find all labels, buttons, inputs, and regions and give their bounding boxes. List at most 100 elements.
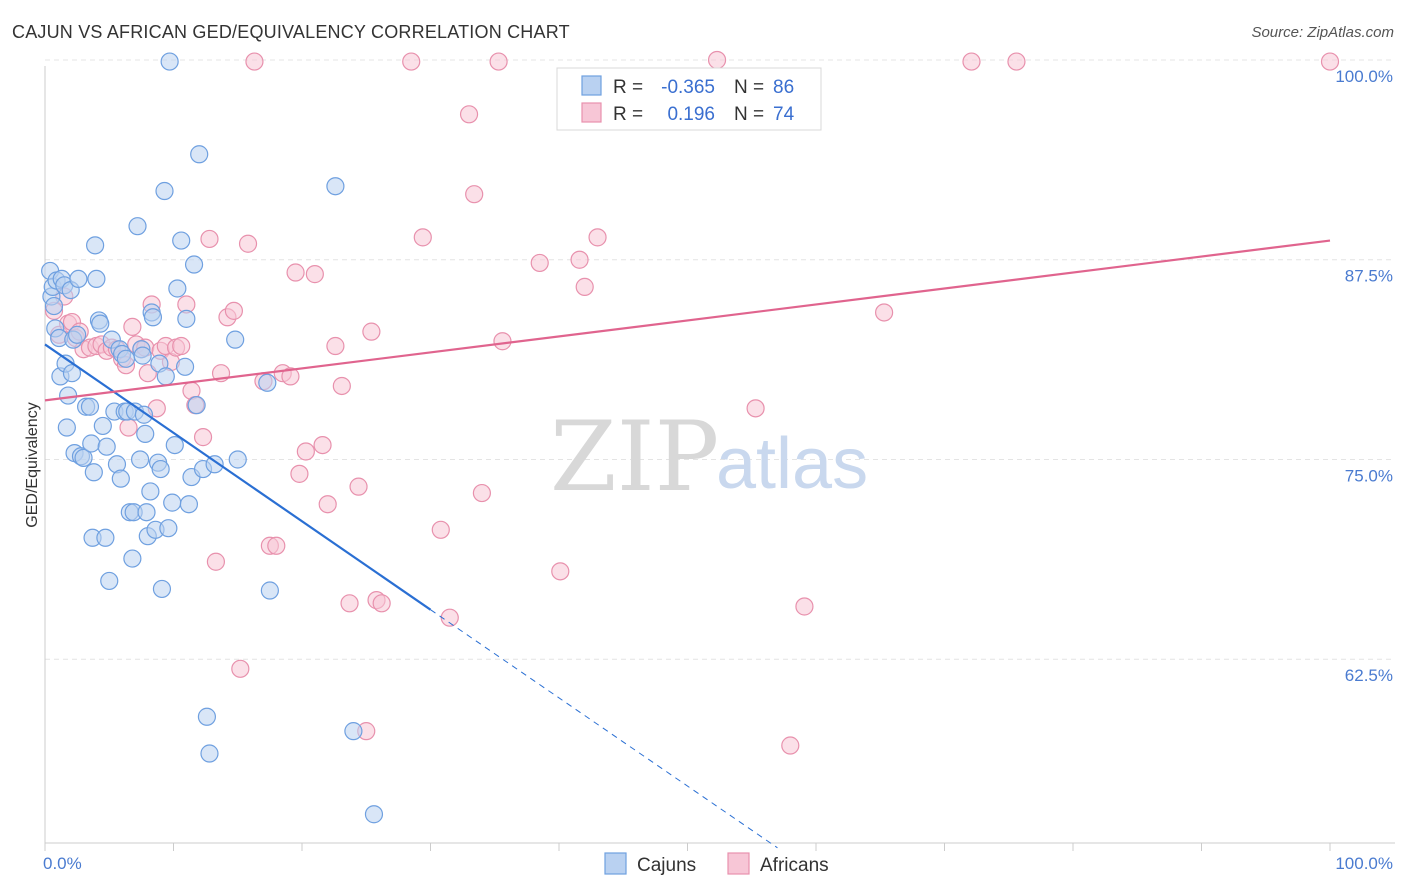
n-label: N = [734,77,764,98]
africans-point [459,105,479,124]
cajuns-point [175,357,195,376]
y-tick-label: 100.0% [1335,67,1393,86]
cajuns-point [155,181,174,201]
africans-point [172,336,191,356]
cajuns-point [86,236,105,255]
cajuns-point [228,450,247,469]
cajuns-legend-swatch [604,852,627,875]
watermark-atlas: atlas [716,424,868,504]
cajuns-point [205,455,224,474]
africans-point [472,483,491,503]
y-tick-label: 75.0% [1345,466,1393,485]
africans-point [707,50,727,70]
cajuns-point [84,463,103,482]
r-value: -0.365 [661,77,715,98]
source-label: Source: ZipAtlas.com [1251,24,1394,41]
africans-point [875,303,894,322]
series-legend: Cajuns Africans [604,852,829,876]
africans-legend-swatch [727,852,750,875]
cajuns-point [123,549,142,568]
africans-point [267,536,286,555]
r-label: R = [613,104,643,125]
cajuns-point [87,269,106,289]
watermark-zip: ZIP [550,401,719,513]
africans-point [224,301,243,320]
cajuns-point [74,448,93,467]
africans-point [413,228,432,247]
cajuns-point [136,424,155,444]
x-tick-labels: 0.0% 100.0% [43,854,1393,873]
africans-point [349,477,368,496]
africans-legend-swatch [581,102,602,123]
cajuns-point [197,707,217,726]
africans-point [326,336,345,356]
cajuns-point [143,308,163,327]
cajuns-point [137,503,156,522]
africans-point [493,332,512,351]
africans-point [286,263,305,282]
cajuns-point [141,482,160,501]
cajuns-point [344,722,363,741]
cajuns-point [200,744,219,763]
cajuns-point [130,450,150,469]
africans-point [290,464,309,483]
africans-point [313,435,332,455]
africans-legend-label: Africans [760,855,829,876]
africans-point [551,562,570,581]
cajuns-point [260,581,279,600]
africans-point [318,495,337,514]
trend-lines [44,239,1331,849]
r-label: R = [613,77,643,98]
cajuns-point [91,314,110,333]
axes [44,66,1395,851]
cajuns-point [190,145,209,164]
africans-point [746,399,765,418]
africans-point [305,265,324,284]
africans-trend-line [44,239,1331,402]
cajuns-point [69,269,88,289]
n-value: 74 [773,104,795,125]
y-tick-label: 62.5% [1345,666,1393,685]
y-tick-labels: 100.0% 87.5% 75.0% 62.5% [1335,67,1393,685]
cajuns-point [68,325,87,344]
cajuns-point [156,367,175,386]
africans-point [489,52,508,71]
africans-point [1007,52,1026,71]
watermark: ZIP atlas [550,401,868,513]
cajuns-point [111,469,130,488]
cajuns-points [41,52,384,824]
cajuns-point [116,349,136,368]
x-tick-label: 100.0% [1335,854,1393,873]
y-tick-label: 87.5% [1345,267,1393,286]
africans-point [119,418,138,437]
cajuns-point [177,309,196,328]
cajuns-point [187,396,206,415]
cajuns-point [165,435,184,455]
cajuns-point [184,255,204,274]
africans-point [340,594,359,613]
cajuns-trend-extension [430,609,778,849]
cajuns-point [82,434,101,453]
africans-point [962,52,981,71]
africans-point [795,597,814,616]
africans-point [281,367,300,386]
africans-point [1320,52,1340,71]
cajuns-point [152,579,172,599]
n-label: N = [734,104,764,125]
x-tick-label: 0.0% [43,854,82,873]
cajuns-point [326,177,345,196]
cajuns-point [151,459,170,479]
africans-point [200,229,219,249]
cajuns-point [179,495,199,514]
cajuns-point [133,346,152,365]
cajuns-point [100,571,119,591]
cajuns-point [168,279,187,298]
cajuns-point [163,493,182,512]
africans-point [332,376,351,396]
n-value: 86 [773,77,794,98]
cajuns-point [97,437,116,456]
africans-point [238,234,258,253]
africans-point [193,428,213,447]
africans-point [781,736,800,755]
cajuns-point [159,519,178,538]
